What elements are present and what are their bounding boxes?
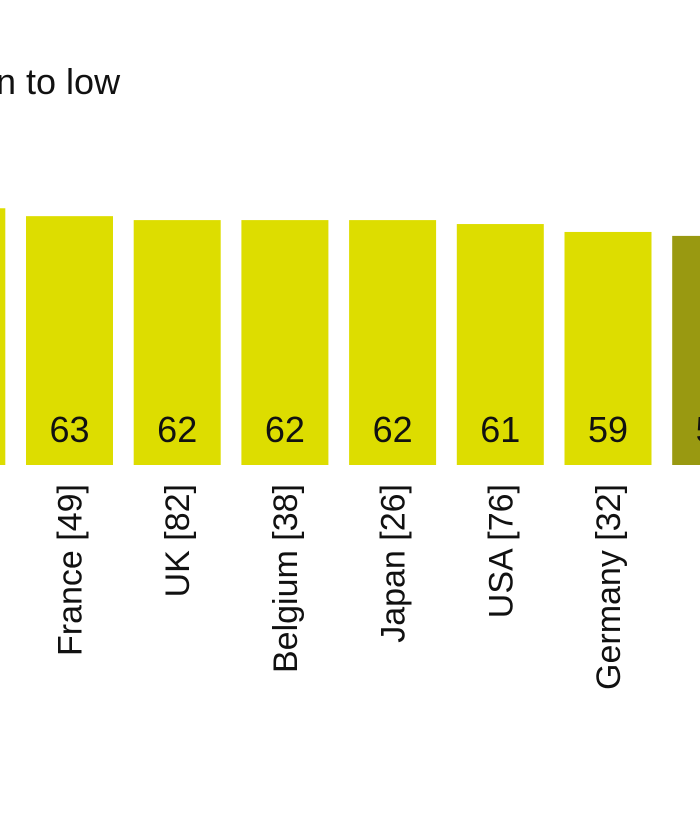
bar [349, 220, 437, 465]
bar [241, 220, 329, 465]
value-label: 62 [157, 409, 197, 450]
bar [456, 224, 544, 465]
x-tick-label: Japan [26] [375, 484, 413, 643]
x-tick-label: UK [82] [159, 484, 197, 597]
value-label: 63 [49, 409, 89, 450]
bar [0, 208, 6, 465]
bar [133, 220, 221, 465]
bar [672, 235, 700, 465]
x-tick-label: France [49] [52, 484, 90, 656]
bar [26, 216, 113, 465]
value-label: 58 [696, 409, 700, 450]
chart-title: n to low [0, 61, 121, 102]
value-label: 61 [480, 409, 520, 450]
value-label: 62 [373, 409, 413, 450]
x-tick-label: Germany [32] [590, 484, 628, 690]
value-label: 59 [588, 409, 628, 450]
value-label: 62 [265, 409, 305, 450]
x-tick-label: Belgium [38] [267, 484, 305, 673]
bar [564, 231, 652, 465]
x-tick-label: USA [76] [482, 484, 520, 618]
